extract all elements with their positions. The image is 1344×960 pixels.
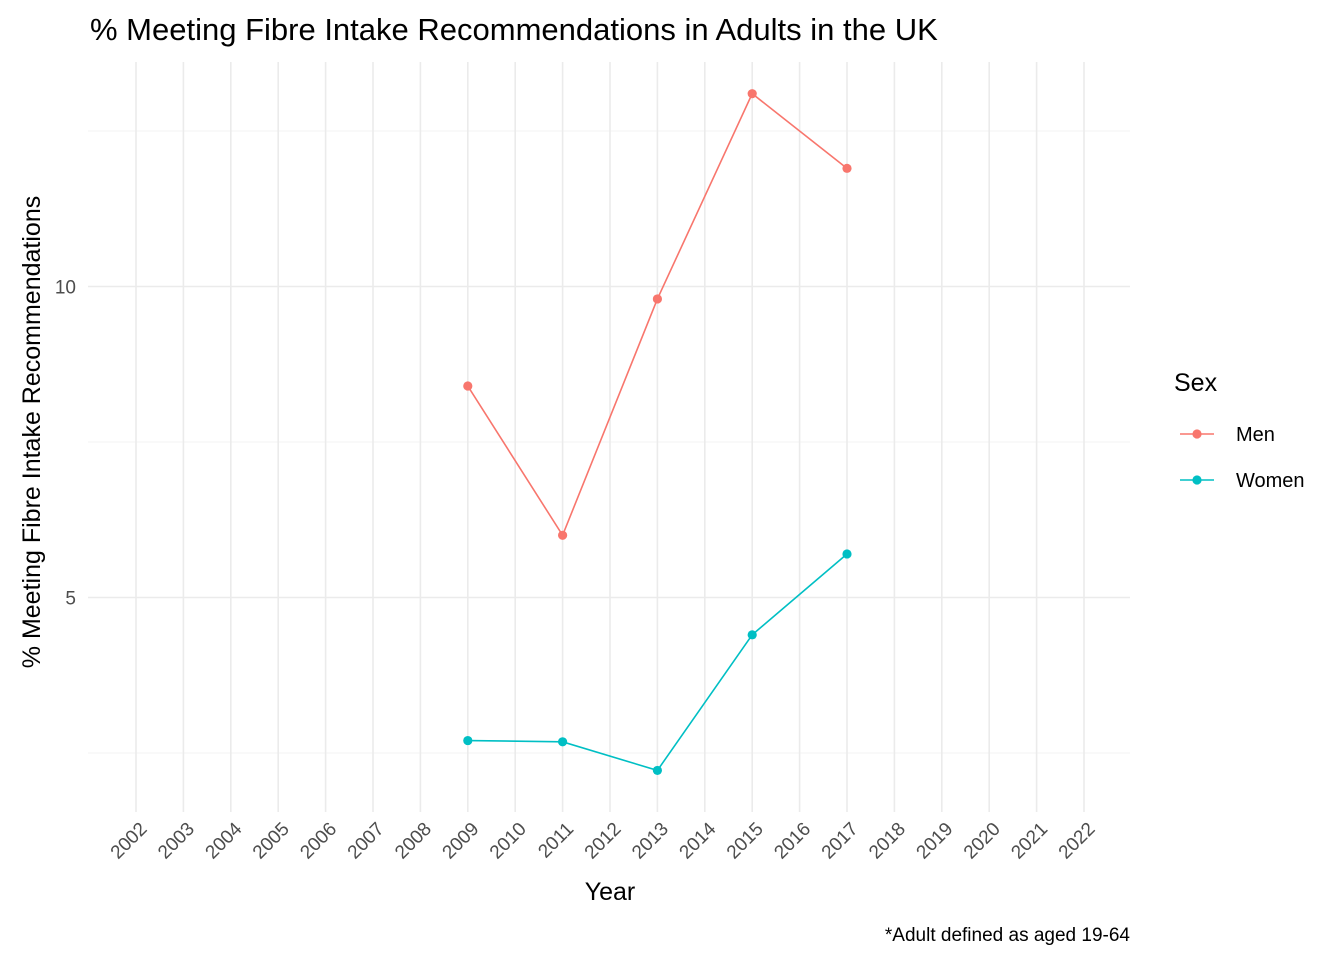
- x-tick-label: 2009: [439, 819, 484, 864]
- data-point-men: [558, 530, 568, 540]
- legend: Sex Men Women: [1174, 369, 1305, 492]
- legend-label-women: Women: [1236, 470, 1305, 492]
- x-tick-label: 2017: [818, 819, 863, 864]
- x-tick-label: 2002: [107, 819, 152, 864]
- chart-caption: *Adult defined as aged 19-64: [885, 925, 1131, 946]
- x-axis-title: Year: [585, 878, 636, 906]
- data-point-men: [842, 163, 852, 173]
- x-tick-label: 2013: [628, 819, 673, 864]
- x-tick-label: 2011: [534, 819, 578, 863]
- y-axis-ticks: 5 10: [55, 278, 76, 610]
- x-tick-label: 2003: [154, 819, 199, 864]
- x-tick-label: 2014: [676, 818, 721, 863]
- data-series: [463, 89, 852, 776]
- y-tick-label: 10: [55, 278, 76, 299]
- data-point-women: [652, 765, 663, 776]
- x-axis-ticks: 2002 2003 2004 2005 2006 2007 2008 2009 2010 2011…: [107, 818, 1100, 863]
- x-tick-label: 2019: [913, 819, 958, 864]
- data-point-men: [747, 89, 757, 99]
- x-tick-label: 2020: [960, 819, 1005, 864]
- data-point-men: [652, 294, 663, 304]
- data-point-women: [463, 735, 473, 746]
- data-point-women: [842, 549, 852, 559]
- x-tick-label: 2010: [486, 819, 531, 864]
- x-tick-label: 2007: [344, 819, 389, 864]
- x-tick-label: 2021: [1007, 819, 1052, 864]
- x-tick-label: 2004: [202, 818, 247, 863]
- chart-title: % Meeting Fibre Intake Recommendations i…: [90, 12, 938, 47]
- x-tick-label: 2012: [581, 819, 626, 864]
- x-tick-label: 2015: [723, 819, 768, 864]
- legend-label-men: Men: [1236, 424, 1275, 446]
- x-tick-label: 2016: [770, 819, 815, 864]
- legend-key-point-women: [1192, 475, 1202, 485]
- legend-key-point-men: [1192, 429, 1202, 439]
- x-tick-label: 2008: [391, 819, 436, 864]
- x-tick-label: 2006: [296, 819, 341, 864]
- legend-title: Sex: [1174, 369, 1218, 397]
- x-tick-label: 2018: [865, 819, 910, 864]
- y-axis-title: % Meeting Fibre Intake Recommendations: [18, 196, 46, 668]
- x-tick-label: 2005: [249, 819, 294, 864]
- data-point-women: [558, 737, 568, 747]
- x-tick-label: 2022: [1055, 819, 1100, 864]
- data-point-men: [463, 381, 473, 391]
- y-tick-label: 5: [65, 589, 76, 610]
- data-point-women: [747, 630, 757, 640]
- grid-lines: [88, 62, 1130, 812]
